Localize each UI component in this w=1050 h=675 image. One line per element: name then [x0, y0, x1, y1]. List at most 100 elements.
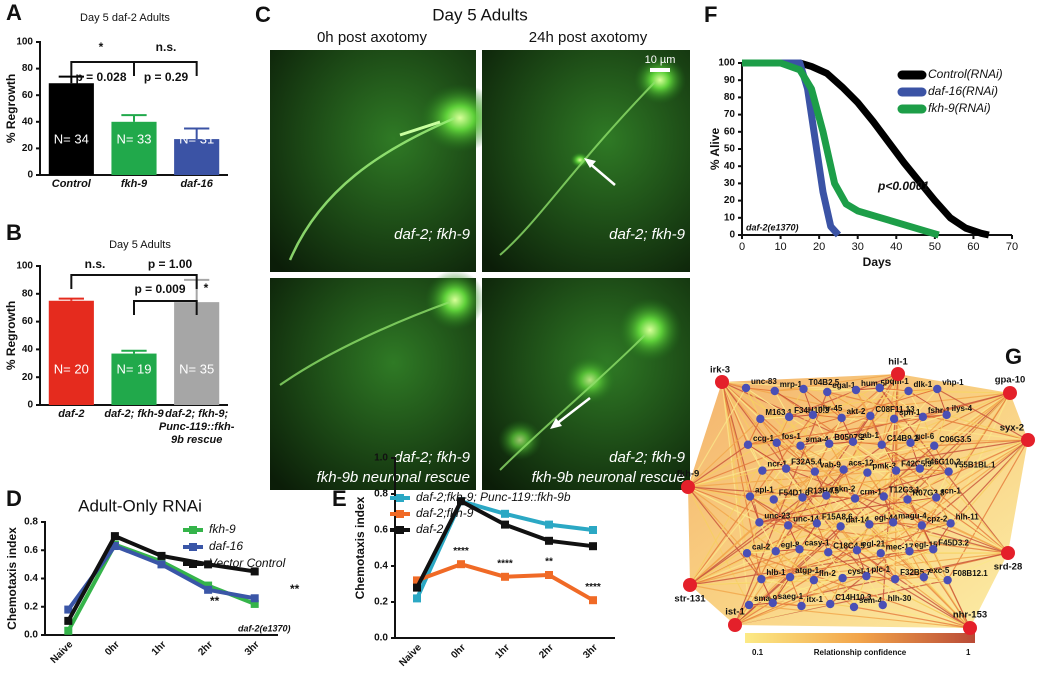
network-edge	[880, 522, 894, 554]
legend-label: daf-2;fkh-9; Punc-119::fkh-9b	[416, 490, 571, 504]
gene-node	[798, 493, 807, 502]
legend-marker	[189, 543, 197, 551]
hub-node	[1021, 433, 1035, 447]
network-edge	[827, 526, 842, 553]
network-edge	[748, 604, 971, 629]
network-edge	[788, 522, 817, 526]
gene-node	[849, 602, 859, 612]
hub-label: hil-1	[888, 357, 908, 368]
network-edge	[855, 389, 871, 417]
network-edge	[747, 444, 763, 471]
network-edge	[935, 497, 952, 524]
gene-label: hlh-30	[888, 594, 912, 603]
network-edge	[880, 550, 910, 554]
y-tick-label: 0.0	[374, 633, 388, 644]
legend-marker	[396, 494, 404, 502]
gene-label: magu-4	[898, 511, 927, 520]
gene-label: F42C5.9	[901, 460, 932, 469]
x-tick-label: 0	[739, 241, 745, 253]
x-tick-label-box: fkh-9	[121, 178, 147, 190]
y-tick-label: 100	[718, 58, 735, 69]
network-edge	[786, 468, 815, 473]
network-edge	[760, 416, 790, 420]
hub-node	[715, 375, 729, 389]
network-edge	[828, 443, 845, 470]
significance: *	[204, 281, 209, 295]
network-edge	[866, 575, 971, 629]
x-tick-label: 30	[852, 241, 864, 253]
network-edge	[909, 525, 923, 552]
network-edge	[868, 524, 882, 554]
network-edge	[932, 523, 952, 550]
gene-node	[850, 494, 860, 503]
gene-label: F15A8.6	[822, 512, 853, 521]
gene-node	[837, 413, 846, 423]
p-value: p = 0.29	[144, 70, 189, 84]
y-tick-label: 80	[724, 92, 736, 103]
marker	[110, 542, 119, 551]
gene-node	[875, 383, 884, 393]
network-edge	[866, 472, 885, 497]
marker	[110, 532, 119, 541]
gene-label: hlh-11	[956, 512, 980, 521]
network-edge	[883, 470, 897, 497]
column-header: 0h post axotomy	[317, 29, 428, 46]
network-edge	[761, 576, 791, 580]
network-edge	[687, 486, 762, 580]
hub-node	[891, 367, 905, 381]
scale-bar-label: 10 µm	[645, 54, 676, 66]
gene-node	[891, 466, 901, 475]
y-tick-label: 80	[22, 63, 34, 74]
network-edge	[721, 381, 857, 391]
network-edge	[773, 468, 787, 500]
gene-node	[797, 601, 806, 611]
x-tick-label: 60	[967, 241, 979, 253]
chart-title: Adult-Only RNAi	[78, 496, 202, 515]
gene-label: acs-12	[849, 459, 874, 468]
gene-label: M163.1	[765, 408, 792, 417]
network-edge	[840, 523, 870, 527]
marker	[413, 594, 421, 603]
significance: n.s.	[156, 40, 177, 54]
y-axis-label: % Alive	[708, 128, 722, 171]
legend-label: daf-16	[209, 539, 243, 553]
network-edge	[828, 417, 843, 444]
gene-node	[824, 548, 833, 557]
network-edge	[734, 603, 831, 626]
x-tick-label: 20	[813, 241, 825, 253]
network-edge	[802, 497, 818, 524]
y-tick-label: 20	[22, 372, 34, 383]
x-tick-label: daf-2; fkh-9	[104, 408, 164, 420]
network-edge	[936, 388, 948, 416]
network-edge	[801, 603, 831, 607]
n-label: N= 35	[179, 361, 214, 376]
network-edge	[948, 439, 1029, 473]
network-edge	[721, 381, 748, 554]
network-edge	[936, 388, 1029, 441]
network-edge	[799, 548, 829, 553]
gene-node	[836, 522, 845, 531]
network-edge	[879, 387, 909, 392]
hub-label: str-131	[674, 594, 706, 605]
gene-node	[742, 549, 752, 558]
gene-node	[781, 464, 791, 473]
network-edge	[826, 391, 843, 419]
network-edge	[747, 444, 787, 470]
network-edge	[908, 390, 924, 418]
gene-node	[903, 495, 912, 504]
network-edge	[921, 525, 934, 550]
image-subcaption: fkh-9b neuronal rescue	[317, 469, 470, 486]
y-tick-label: 0.4	[24, 573, 38, 584]
series-line	[742, 59, 842, 238]
network-edge	[775, 550, 815, 581]
network-edge	[800, 443, 830, 447]
colorbar-max: 1	[966, 648, 971, 657]
gene-label: sma-9	[754, 594, 778, 603]
y-tick-label: 0.8	[374, 489, 388, 500]
network-edge	[840, 439, 1029, 527]
gene-node	[745, 492, 755, 501]
network-edge	[827, 389, 857, 393]
marker	[64, 616, 73, 625]
panel-label: D	[6, 486, 22, 511]
